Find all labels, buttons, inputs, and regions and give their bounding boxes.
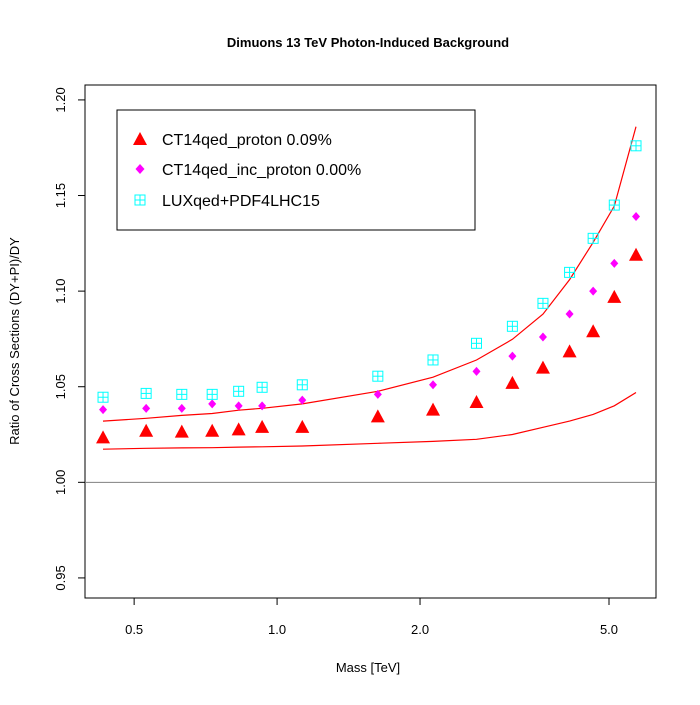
point-boxplus <box>97 391 109 403</box>
y-tick-label: 1.05 <box>53 374 68 399</box>
point-triangle <box>231 422 246 436</box>
legend-triangle-marker <box>133 132 147 145</box>
point-triangle <box>139 423 154 437</box>
point-triangle <box>586 324 601 338</box>
x-tick-label: 1.0 <box>268 622 286 637</box>
legend-diamond-marker <box>135 164 145 174</box>
point-boxplus <box>296 379 308 391</box>
point-diamond <box>298 395 307 405</box>
x-axis-label: Mass [TeV] <box>336 660 400 675</box>
legend-label-0: CT14qed_proton 0.09% <box>162 132 332 149</box>
point-diamond <box>208 399 217 409</box>
legend-boxplus-marker <box>134 194 146 206</box>
point-triangle <box>505 375 520 389</box>
point-boxplus <box>233 385 245 397</box>
point-boxplus <box>608 199 620 211</box>
point-boxplus <box>256 381 268 393</box>
legend-label-2: LUXqed+PDF4LHC15 <box>162 193 320 210</box>
point-triangle <box>205 423 220 437</box>
point-diamond <box>177 403 186 413</box>
point-boxplus <box>630 140 642 152</box>
point-diamond <box>610 258 619 268</box>
point-boxplus <box>537 297 549 309</box>
point-triangle <box>469 395 484 409</box>
point-diamond <box>472 366 481 376</box>
point-diamond <box>234 401 243 411</box>
legend: CT14qed_proton 0.09% CT14qed_inc_proton … <box>116 109 476 231</box>
point-boxplus <box>427 354 439 366</box>
point-triangle <box>255 419 270 433</box>
point-diamond <box>373 389 382 399</box>
y-tick-label: 1.20 <box>53 87 68 112</box>
y-tick-label: 0.95 <box>53 565 68 590</box>
point-boxplus <box>140 387 152 399</box>
point-boxplus <box>564 266 576 278</box>
point-triangle <box>174 424 189 438</box>
point-diamond <box>99 405 108 415</box>
chart-title: Dimuons 13 TeV Photon-Induced Background <box>227 35 509 50</box>
point-diamond <box>538 332 547 342</box>
point-triangle <box>295 419 310 433</box>
point-diamond <box>429 380 438 390</box>
point-triangle <box>629 247 644 261</box>
point-boxplus <box>206 388 218 400</box>
y-tick-label: 1.10 <box>53 278 68 303</box>
point-boxplus <box>372 370 384 382</box>
band-line-upper <box>102 126 637 422</box>
point-triangle <box>562 344 577 358</box>
point-boxplus <box>506 320 518 332</box>
point-diamond <box>142 403 151 413</box>
band-line-lower <box>102 391 637 450</box>
point-triangle <box>535 360 550 374</box>
point-boxplus <box>176 388 188 400</box>
y-tick-label: 1.15 <box>53 183 68 208</box>
point-boxplus <box>471 337 483 349</box>
point-triangle <box>370 409 385 423</box>
point-triangle <box>96 430 111 444</box>
point-boxplus <box>587 232 599 244</box>
x-tick-label: 5.0 <box>600 622 618 637</box>
y-axis-label: Ratio of Cross Sections (DY+PI)/DY <box>7 237 22 445</box>
legend-label-1: CT14qed_inc_proton 0.00% <box>162 162 361 179</box>
point-diamond <box>632 212 641 222</box>
point-triangle <box>607 289 622 303</box>
x-tick-label: 2.0 <box>411 622 429 637</box>
plot-frame <box>84 84 657 599</box>
y-tick-label: 1.00 <box>53 470 68 495</box>
point-diamond <box>589 286 598 296</box>
point-triangle <box>426 402 441 416</box>
point-diamond <box>565 309 574 319</box>
legend-box <box>116 109 476 231</box>
point-diamond <box>508 351 517 361</box>
point-diamond <box>258 401 267 411</box>
x-tick-label: 0.5 <box>125 622 143 637</box>
